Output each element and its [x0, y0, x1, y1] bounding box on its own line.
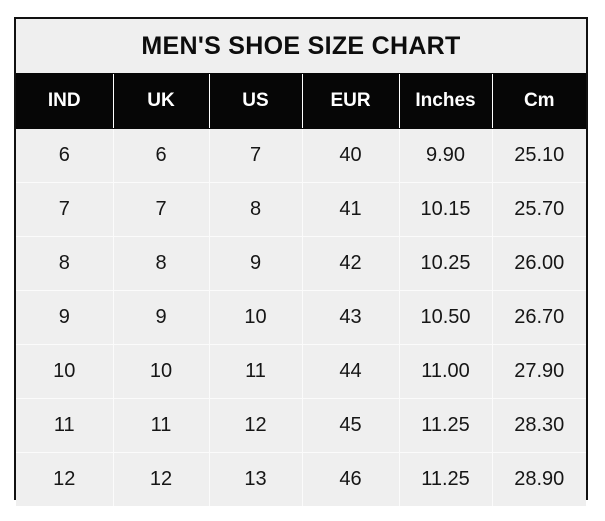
cell-cm: 26.70: [491, 290, 586, 345]
cell-inches: 10.50: [398, 290, 492, 345]
table-row: 12 12 13 46 11.25 28.90: [16, 452, 586, 506]
cell-ind: 9: [16, 290, 113, 345]
column-header-cm: Cm: [491, 73, 586, 129]
cell-uk: 7: [112, 182, 209, 237]
cell-eur: 42: [301, 236, 399, 291]
cell-cm: 28.90: [491, 452, 586, 506]
cell-us: 13: [208, 452, 302, 506]
size-chart-table: MEN'S SHOE SIZE CHART IND UK US EUR Inch…: [16, 19, 586, 506]
cell-uk: 10: [112, 344, 209, 399]
chart-title-row: MEN'S SHOE SIZE CHART: [16, 19, 586, 74]
cell-ind: 10: [16, 344, 113, 399]
table-head: MEN'S SHOE SIZE CHART IND UK US EUR Inch…: [16, 19, 586, 129]
cell-uk: 11: [112, 398, 209, 453]
cell-inches: 10.25: [398, 236, 492, 291]
column-header-inches: Inches: [398, 73, 492, 129]
cell-us: 11: [208, 344, 302, 399]
cell-inches: 11.25: [398, 398, 492, 453]
cell-inches: 10.15: [398, 182, 492, 237]
table-body: 6 6 7 40 9.90 25.10 7 7 8 41 10.15 25.70…: [16, 128, 586, 506]
cell-ind: 11: [16, 398, 113, 453]
cell-eur: 45: [301, 398, 399, 453]
cell-eur: 46: [301, 452, 399, 506]
cell-cm: 26.00: [491, 236, 586, 291]
cell-inches: 9.90: [398, 128, 492, 183]
column-header-row: IND UK US EUR Inches Cm: [16, 73, 586, 129]
cell-eur: 43: [301, 290, 399, 345]
cell-us: 10: [208, 290, 302, 345]
table-row: 9 9 10 43 10.50 26.70: [16, 290, 586, 345]
column-header-eur: EUR: [301, 73, 399, 129]
column-header-uk: UK: [112, 73, 209, 129]
cell-cm: 25.10: [491, 128, 586, 183]
table-row: 11 11 12 45 11.25 28.30: [16, 398, 586, 453]
cell-us: 7: [208, 128, 302, 183]
cell-cm: 28.30: [491, 398, 586, 453]
cell-us: 8: [208, 182, 302, 237]
cell-ind: 12: [16, 452, 113, 506]
cell-inches: 11.00: [398, 344, 492, 399]
shoe-size-chart: MEN'S SHOE SIZE CHART IND UK US EUR Inch…: [14, 17, 588, 506]
cell-uk: 8: [112, 236, 209, 291]
cell-us: 9: [208, 236, 302, 291]
cell-cm: 25.70: [491, 182, 586, 237]
cell-eur: 40: [301, 128, 399, 183]
cell-eur: 41: [301, 182, 399, 237]
column-header-us: US: [208, 73, 302, 129]
table-row: 7 7 8 41 10.15 25.70: [16, 182, 586, 237]
column-header-ind: IND: [16, 73, 113, 129]
chart-title: MEN'S SHOE SIZE CHART: [16, 19, 586, 74]
table-row: 8 8 9 42 10.25 26.00: [16, 236, 586, 291]
table-row: 10 10 11 44 11.00 27.90: [16, 344, 586, 399]
cell-cm: 27.90: [491, 344, 586, 399]
cell-ind: 6: [16, 128, 113, 183]
cell-uk: 6: [112, 128, 209, 183]
table-row: 6 6 7 40 9.90 25.10: [16, 128, 586, 183]
cell-ind: 7: [16, 182, 113, 237]
cell-uk: 9: [112, 290, 209, 345]
cell-inches: 11.25: [398, 452, 492, 506]
cell-ind: 8: [16, 236, 113, 291]
cell-eur: 44: [301, 344, 399, 399]
cell-us: 12: [208, 398, 302, 453]
cell-uk: 12: [112, 452, 209, 506]
